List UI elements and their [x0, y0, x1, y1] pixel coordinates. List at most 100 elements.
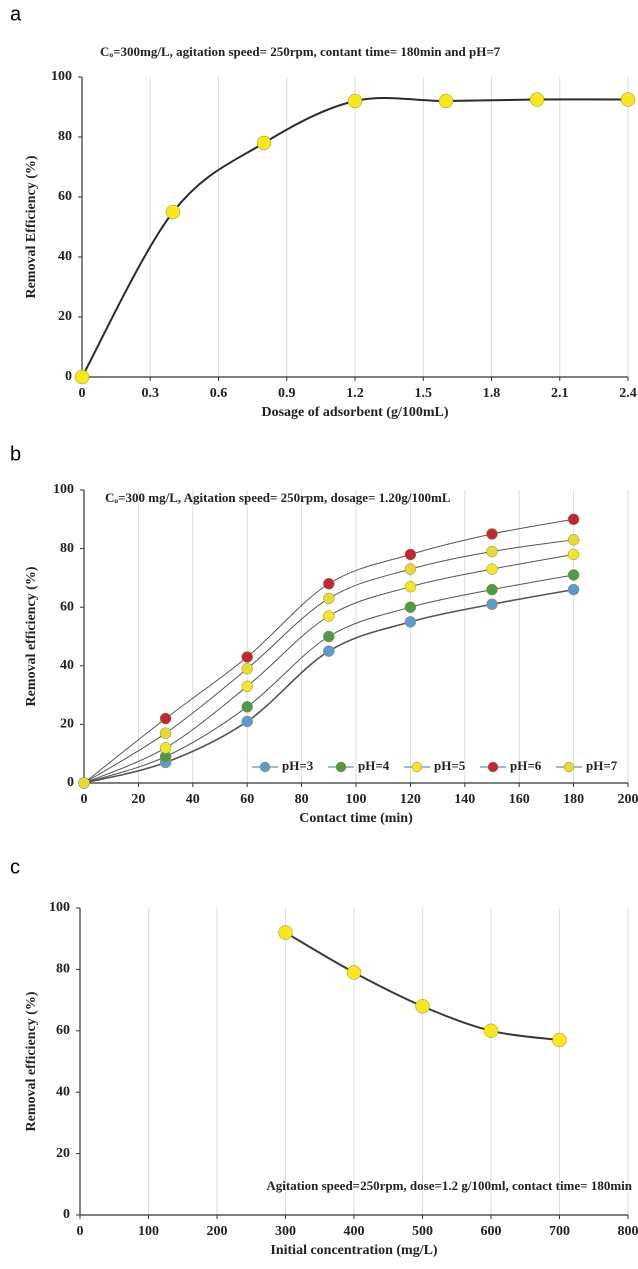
- panel-label: c: [10, 856, 20, 878]
- x-tick-label: 700: [549, 1224, 570, 1239]
- x-tick-label: 0: [77, 1224, 84, 1239]
- x-tick-label: 0.3: [142, 386, 160, 401]
- y-axis-title: Removal Efficiency (%): [24, 155, 39, 298]
- data-point: [346, 965, 362, 980]
- legend-marker: [335, 761, 347, 773]
- data-point: [159, 742, 172, 754]
- x-axis-title: Contact time (min): [299, 811, 413, 826]
- x-tick-label: 200: [618, 792, 638, 807]
- data-point: [165, 204, 181, 220]
- y-tick-label: 40: [60, 658, 74, 673]
- data-point: [78, 777, 90, 789]
- data-point: [347, 93, 363, 109]
- legend-marker: [259, 761, 271, 773]
- data-point: [323, 630, 335, 643]
- legend-label: pH=6: [510, 758, 542, 773]
- x-tick-label: 500: [412, 1224, 433, 1239]
- data-point: [567, 583, 580, 596]
- y-tick-label: 40: [56, 1084, 70, 1099]
- data-point: [404, 580, 417, 593]
- x-axis-title: Dosage of adsorbent (g/100mL): [261, 405, 448, 420]
- x-axis-title: Initial concentration (mg/L): [270, 1243, 438, 1258]
- x-tick-label: 100: [346, 792, 367, 807]
- data-point: [486, 528, 498, 540]
- data-point: [404, 601, 417, 613]
- legend-label: pH=5: [434, 758, 466, 773]
- y-tick-label: 20: [60, 717, 74, 732]
- data-point: [567, 513, 580, 526]
- annotation: Agitation speed=250rpm, dose=1.2 g/100ml…: [266, 1178, 632, 1193]
- data-point: [323, 592, 335, 605]
- legend-marker: [563, 761, 575, 773]
- x-tick-label: 1.5: [415, 386, 433, 401]
- x-tick-label: 140: [454, 792, 475, 807]
- data-point: [404, 616, 417, 628]
- panel-label: a: [10, 3, 22, 25]
- y-tick-label: 60: [58, 189, 72, 204]
- data-point: [74, 369, 90, 385]
- x-tick-label: 800: [618, 1224, 638, 1239]
- x-tick-label: 2.1: [551, 386, 569, 401]
- y-tick-label: 20: [56, 1146, 70, 1161]
- y-axis-title: Removal efficiency (%): [24, 566, 39, 706]
- data-point: [567, 534, 580, 546]
- x-tick-label: 80: [295, 792, 309, 807]
- x-tick-label: 60: [240, 792, 254, 807]
- series-line: [83, 539, 574, 784]
- data-point: [415, 998, 430, 1014]
- data-point: [241, 680, 253, 693]
- annotation: Cₒ=300 mg/L, Agitation speed= 250rpm, do…: [105, 490, 451, 505]
- x-tick-label: 0.9: [278, 386, 296, 401]
- data-point: [529, 92, 545, 107]
- legend-label: pH=3: [282, 758, 314, 773]
- x-tick-label: 300: [275, 1224, 296, 1239]
- y-tick-label: 100: [51, 69, 72, 84]
- data-point: [620, 92, 636, 107]
- y-tick-label: 60: [60, 599, 74, 614]
- data-point: [159, 712, 172, 725]
- x-tick-label: 100: [138, 1224, 159, 1239]
- data-point: [486, 583, 498, 596]
- x-tick-label: 0: [81, 792, 88, 807]
- x-tick-label: 600: [481, 1224, 502, 1239]
- x-tick-label: 1.8: [483, 386, 501, 401]
- data-point: [323, 610, 335, 622]
- legend-marker: [411, 761, 423, 773]
- x-tick-label: 160: [509, 792, 530, 807]
- data-point: [323, 578, 335, 590]
- data-point: [256, 135, 272, 151]
- legend-label: pH=7: [586, 758, 618, 773]
- data-point: [567, 548, 580, 561]
- y-tick-label: 80: [56, 962, 70, 977]
- data-point: [241, 701, 253, 713]
- data-point: [552, 1032, 567, 1048]
- x-tick-label: 400: [344, 1224, 365, 1239]
- x-tick-label: 20: [131, 792, 145, 807]
- y-tick-label: 0: [67, 775, 74, 790]
- annotation: Cₒ=300mg/L, agitation speed= 250rpm, con…: [100, 44, 501, 59]
- legend-label: pH=4: [358, 758, 390, 773]
- y-tick-label: 60: [56, 1023, 70, 1038]
- y-axis-title: Removal efficiency (%): [24, 991, 39, 1131]
- y-tick-label: 0: [63, 1207, 70, 1222]
- data-point: [404, 548, 417, 561]
- data-point: [241, 715, 253, 728]
- data-point: [323, 645, 335, 657]
- y-tick-label: 0: [65, 369, 72, 384]
- data-point: [486, 563, 498, 575]
- legend-marker: [487, 761, 499, 773]
- data-point: [404, 563, 417, 575]
- data-point: [567, 569, 580, 581]
- y-tick-label: 80: [58, 129, 72, 144]
- x-tick-label: 2.4: [619, 386, 637, 401]
- x-tick-label: 1.2: [346, 386, 364, 401]
- x-tick-label: 0.6: [210, 386, 228, 401]
- panel-label: b: [10, 443, 21, 465]
- x-tick-label: 120: [400, 792, 421, 807]
- data-point: [241, 662, 253, 675]
- y-tick-label: 20: [58, 309, 72, 324]
- data-point: [438, 93, 454, 109]
- data-point: [159, 727, 172, 739]
- y-tick-label: 100: [49, 900, 70, 915]
